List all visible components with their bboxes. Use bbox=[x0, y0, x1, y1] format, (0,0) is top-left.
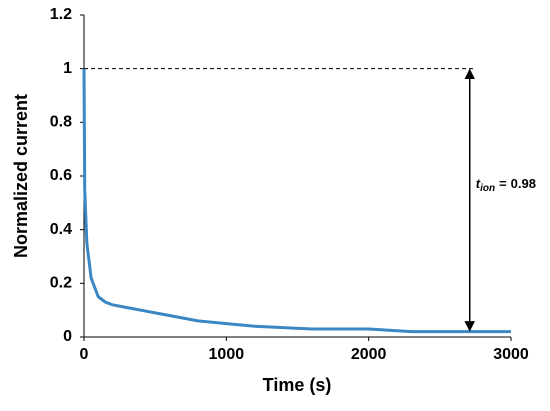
annotation-value: 0.98 bbox=[511, 176, 536, 191]
data-line bbox=[82, 68, 511, 334]
y-tick-label: 0.4 bbox=[50, 221, 72, 238]
x-tick-label: 1000 bbox=[209, 346, 245, 363]
x-tick-label: 0 bbox=[80, 346, 89, 363]
y-tick-label: 0 bbox=[63, 328, 72, 345]
y-tick-label: 0.8 bbox=[50, 114, 72, 131]
annotation-subscript: ion bbox=[480, 183, 495, 194]
y-axis-title: Normalized current bbox=[11, 94, 31, 258]
y-tick-label: 0.6 bbox=[50, 167, 72, 184]
x-tick-label: 3000 bbox=[493, 346, 529, 363]
y-tick-label: 0.2 bbox=[50, 275, 72, 292]
annotation: tion = 0.98 bbox=[476, 176, 536, 193]
annotation-relation: = bbox=[499, 176, 507, 191]
y-tick-label: 1.2 bbox=[50, 6, 72, 23]
y-tick-label: 1 bbox=[63, 60, 72, 77]
x-axis-title: Time (s) bbox=[263, 375, 332, 395]
x-tick-label: 2000 bbox=[351, 346, 387, 363]
annotation-symbol: t bbox=[476, 176, 481, 191]
